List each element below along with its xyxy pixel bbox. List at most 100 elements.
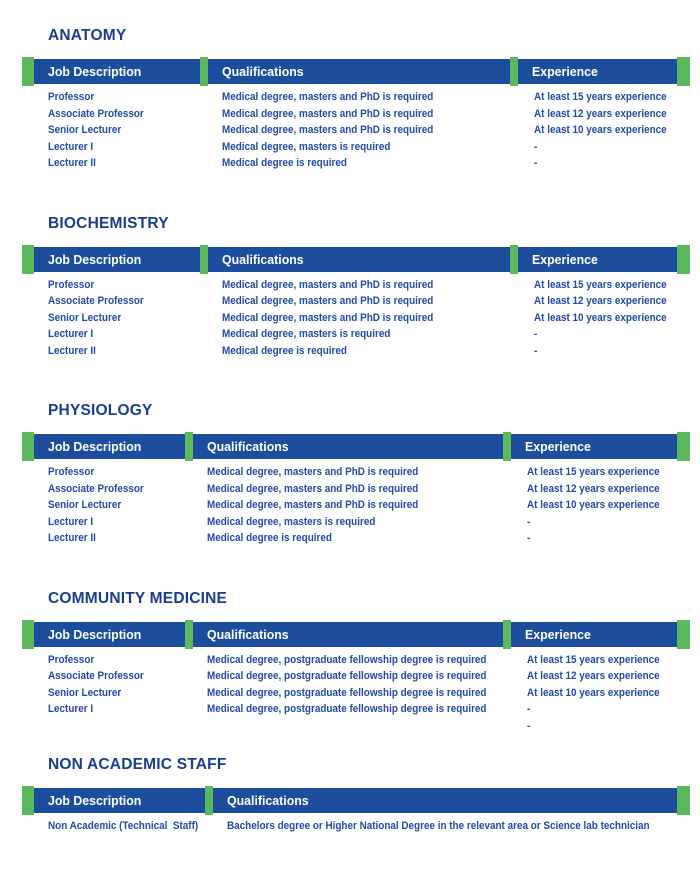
table-header-row: Job Description Qualifications Experience — [22, 244, 690, 274]
cell-text: Lecturer II — [48, 157, 96, 169]
cell-qual: Medical degree, masters and PhD is requi… — [193, 479, 503, 497]
column-header-label: Qualifications — [222, 251, 304, 267]
department-table: Job Description Qualifications Experience … — [22, 244, 690, 358]
column-header-label: Job Description — [48, 626, 142, 642]
cell-text: Medical degree, masters and PhD is requi… — [222, 124, 434, 136]
cell-text: Lecturer II — [48, 532, 96, 544]
cell-text: Associate Professor — [48, 482, 144, 495]
cell-text: At least 12 years experience — [527, 482, 660, 495]
cell-exp: At least 10 years experience — [518, 308, 677, 326]
green-accent-bar-right — [677, 619, 690, 649]
green-accent-bar-left — [22, 619, 34, 649]
green-column-divider — [503, 432, 511, 461]
cell-text: Medical degree, masters and PhD is requi… — [222, 295, 434, 307]
cell-exp: At least 12 years experience — [511, 479, 677, 497]
cell-exp: - — [511, 528, 677, 546]
green-accent-bar-right — [677, 432, 690, 461]
department-table: Job Description Qualifications Non Academ… — [22, 786, 690, 833]
cell-qual: Medical degree, postgraduate fellowship … — [193, 666, 503, 684]
cell-exp: At least 10 years experience — [511, 495, 677, 513]
cell-qual: Medical degree, masters and PhD is requi… — [208, 308, 510, 326]
column-header-label: Job Description — [48, 251, 142, 267]
green-column-divider — [510, 244, 518, 274]
cell-qual: Medical degree, masters is required — [208, 324, 510, 342]
cell-text: Associate Professor — [48, 107, 144, 120]
cell-job: Professor — [34, 275, 200, 293]
cell-text: - — [534, 344, 538, 357]
cell-text: Medical degree, masters and PhD is requi… — [207, 499, 419, 511]
cell-exp: At least 15 years experience — [518, 275, 677, 293]
table-row: Professor Medical degree, masters and PhD… — [22, 462, 690, 479]
column-header-label: Job Description — [48, 793, 142, 808]
green-accent-bar-right — [677, 57, 690, 86]
cell-job: Senior Lecturer — [34, 308, 200, 326]
cell-text: Lecturer I — [48, 703, 94, 715]
cell-qual: Medical degree, postgraduate fellowship … — [193, 650, 503, 668]
column-header-label: Job Description — [48, 439, 142, 454]
sections-container: ANATOMY Job Description Qualifications Exp… — [0, 27, 700, 833]
cell-job: Associate Professor — [34, 104, 200, 122]
cell-qual: Medical degree, masters and PhD is requi… — [208, 87, 510, 105]
cell-job: Lecturer II — [34, 528, 185, 546]
cell-text: Associate Professor — [48, 295, 144, 307]
table-body: Non Academic (Technical Staff) Bachelors … — [22, 816, 690, 833]
cell-qual: Medical degree is required — [208, 153, 510, 171]
cell-exp: At least 12 years experience — [518, 104, 677, 122]
cell-exp: - — [518, 153, 677, 171]
table-row: Senior Lecturer Medical degree, postgradu… — [22, 683, 690, 700]
cell-exp: At least 12 years experience — [511, 666, 677, 684]
cell-text: Professor — [48, 91, 95, 103]
table-row: Professor Medical degree, postgraduate fe… — [22, 650, 690, 667]
cell-job: Associate Professor — [34, 479, 185, 497]
cell-text: Medical degree, masters is required — [222, 140, 391, 153]
department-title-text: COMMUNITY MEDICINE — [48, 589, 228, 607]
cell-text: At least 12 years experience — [527, 670, 660, 682]
department-section: PHYSIOLOGY Job Description Qualifications… — [0, 402, 700, 545]
cell-exp: At least 15 years experience — [518, 87, 677, 105]
cell-text: Medical degree, masters and PhD is requi… — [222, 278, 434, 291]
department-title: COMMUNITY MEDICINE — [48, 590, 700, 608]
cell-job: Lecturer II — [34, 341, 200, 359]
cell-job: Lecturer I — [34, 699, 185, 717]
cell-text: Non Academic (Technical Staff) — [48, 820, 199, 832]
cell-exp: At least 12 years experience — [518, 291, 677, 309]
green-accent-bar-right — [677, 786, 690, 815]
cell-qual: Medical degree, postgraduate fellowship … — [193, 699, 503, 717]
green-column-divider — [185, 432, 193, 461]
column-header: Qualifications — [213, 788, 677, 813]
cell-text: Medical degree, masters and PhD is requi… — [222, 91, 434, 103]
column-header-label: Qualifications — [222, 64, 304, 79]
department-section: ANATOMY Job Description Qualifications Exp… — [0, 27, 700, 170]
table-row: Senior Lecturer Medical degree, masters a… — [22, 120, 690, 137]
cell-text: At least 15 years experience — [534, 91, 667, 103]
cell-text: - — [534, 157, 538, 169]
department-title-text: ANATOMY — [48, 27, 127, 44]
table-header-row: Job Description Qualifications Experience — [22, 432, 690, 461]
table-row: Lecturer I Medical degree, masters is req… — [22, 137, 690, 154]
cell-text: At least 12 years experience — [534, 107, 667, 120]
cell-qual: Bachelors degree or Higher National Degr… — [213, 816, 677, 834]
department-title: NON ACADEMIC STAFF — [48, 756, 700, 774]
column-header: Experience — [518, 59, 677, 84]
department-title: ANATOMY — [48, 27, 700, 45]
cell-text: At least 15 years experience — [527, 466, 660, 478]
cell-qual: Medical degree, masters and PhD is requi… — [208, 120, 510, 138]
table-header-row: Job Description Qualifications — [22, 786, 690, 815]
cell-text: Medical degree, postgraduate fellowship … — [207, 703, 487, 715]
table-body: Professor Medical degree, masters and PhD… — [22, 275, 690, 358]
cell-text: Medical degree is required — [207, 532, 332, 544]
table-body: Professor Medical degree, postgraduate fe… — [22, 650, 690, 733]
cell-text: Medical degree, postgraduate fellowship … — [207, 653, 487, 666]
cell-text: Medical degree, masters and PhD is requi… — [222, 107, 434, 120]
cell-text: Lecturer I — [48, 515, 94, 528]
table-row: - — [22, 716, 690, 733]
cell-text: At least 10 years experience — [534, 311, 667, 324]
cell-text: Medical degree, postgraduate fellowship … — [207, 670, 487, 682]
table-row: Associate Professor Medical degree, maste… — [22, 291, 690, 308]
green-accent-bar-left — [22, 786, 34, 815]
column-header-label: Experience — [532, 251, 598, 267]
column-header-label: Experience — [532, 64, 598, 79]
table-row: Associate Professor Medical degree, maste… — [22, 104, 690, 121]
table-body: Professor Medical degree, masters and PhD… — [22, 87, 690, 170]
cell-text: Medical degree, masters and PhD is requi… — [207, 482, 419, 495]
